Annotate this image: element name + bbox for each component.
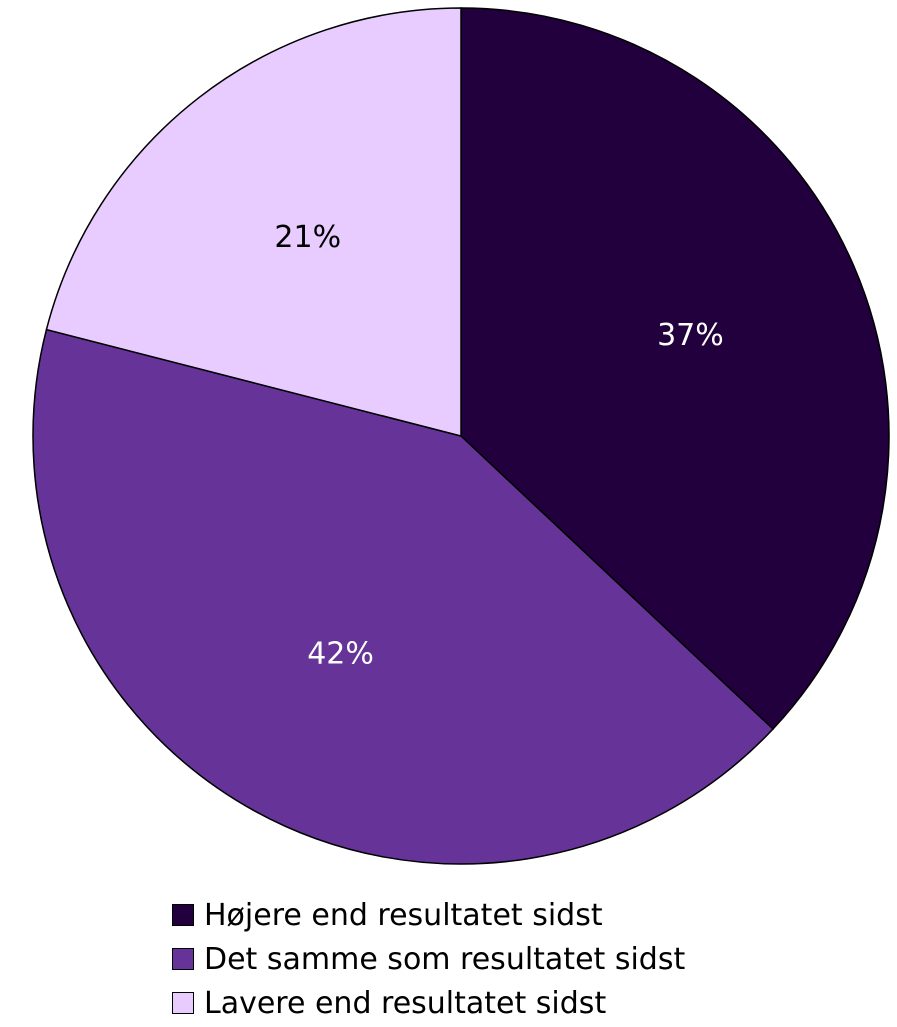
- pie-chart: 37% 42% 21%: [32, 7, 890, 865]
- legend-swatch-hojere: [172, 904, 194, 926]
- legend-swatch-det-samme: [172, 948, 194, 970]
- pie-slice-det-samme: [32, 328, 775, 865]
- legend-label-lavere: Lavere end resultatet sidst: [204, 985, 607, 1021]
- pie-slices: [32, 7, 890, 865]
- legend-item-det-samme: Det samme som resultatet sidst: [172, 937, 685, 981]
- legend-item-lavere: Lavere end resultatet sidst: [172, 981, 685, 1025]
- pie-slice-hojere: [460, 7, 890, 731]
- pie-slice-lavere: [45, 7, 462, 437]
- pie-label-det-samme: 42%: [307, 637, 374, 672]
- legend-label-hojere: Højere end resultatet sidst: [204, 897, 603, 933]
- legend-item-hojere: Højere end resultatet sidst: [172, 893, 685, 937]
- legend: Højere end resultatet sidst Det samme so…: [172, 893, 685, 1025]
- legend-label-det-samme: Det samme som resultatet sidst: [204, 941, 686, 977]
- legend-swatch-lavere: [172, 992, 194, 1014]
- pie-label-lavere: 21%: [274, 220, 341, 255]
- pie-labels: 37% 42% 21%: [274, 220, 723, 672]
- pie-label-hojere: 37%: [657, 318, 724, 353]
